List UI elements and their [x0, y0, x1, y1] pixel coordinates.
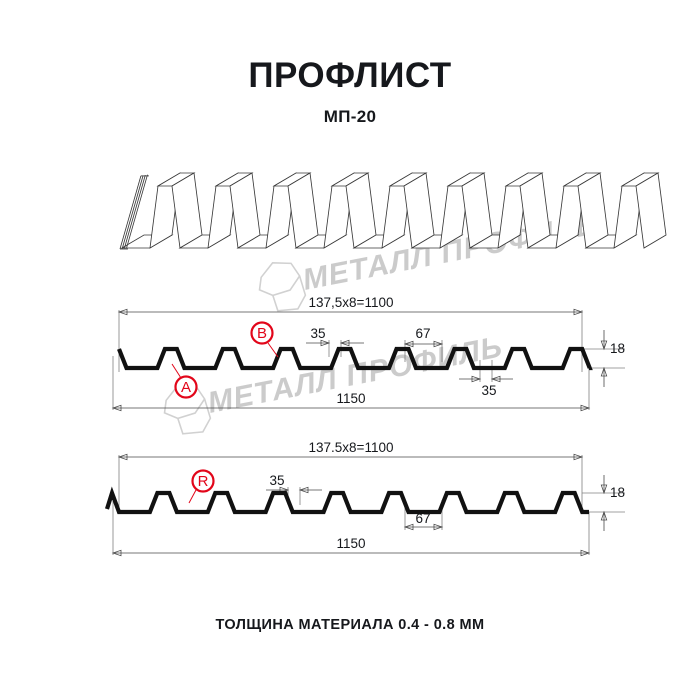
watermark-label-2: МЕТАЛЛ ПРОФИЛЬ [205, 330, 505, 420]
dim2-valley-67: 67 [403, 500, 444, 531]
marker-r-ring [191, 469, 215, 493]
dim-crest-35: 35 [306, 326, 364, 357]
dim-height-18: 18 [582, 330, 625, 387]
marker-a: A [171, 363, 198, 399]
watermark-logo-icon [258, 262, 301, 297]
dim2-top-span: 137.5x8=1100 [117, 440, 584, 461]
dim-bottom-span-label: 1150 [336, 391, 365, 406]
watermark-logo-icon-2 [272, 275, 307, 312]
profile-bottom-drawing: 137.5x8=1100 1150 35 67 [104, 440, 625, 557]
profile-bottom-path [104, 486, 589, 515]
marker-a-ring [174, 375, 198, 399]
dim-crest-35-lower: 35 [459, 360, 513, 398]
dim-crest-35-label: 35 [310, 326, 325, 341]
page-header: ПРОФЛИСТ МП-20 [0, 0, 700, 127]
marker-b: B [250, 321, 279, 358]
dim-top-span: 137,5x8=1100 [117, 295, 584, 316]
material-thickness-note: ТОЛЩИНА МАТЕРИАЛА 0.4 - 0.8 ММ [215, 617, 485, 633]
dim2-crest-35-label: 35 [269, 473, 284, 488]
isometric-sheet-view [119, 172, 667, 250]
marker-b-ring [250, 321, 274, 345]
marker-r-label: R [198, 473, 209, 490]
dim2-top-span-label: 137.5x8=1100 [309, 440, 394, 455]
dim2-height-18-label: 18 [610, 485, 625, 500]
watermark-profile-top: МЕТАЛЛ ПРОФИЛЬ [163, 330, 505, 435]
dim2-bottom-span: 1150 [111, 536, 591, 557]
marker-b-label: B [257, 325, 267, 342]
dim2-valley-67-label: 67 [415, 511, 430, 526]
dim-top-span-label: 137,5x8=1100 [309, 295, 394, 310]
dim-bottom-span: 1150 [111, 391, 591, 412]
dim-valley-67-label: 67 [415, 326, 430, 341]
dim2-height-18: 18 [582, 475, 625, 531]
profile-top-path [117, 346, 593, 371]
marker-a-label: A [181, 379, 191, 396]
dim-crest-35-lower-label: 35 [481, 383, 496, 398]
dim-valley-67: 67 [403, 326, 444, 362]
watermark-logo-icon-4 [177, 398, 212, 435]
page-subtitle: МП-20 [323, 106, 377, 126]
dim2-bottom-span-label: 1150 [336, 536, 365, 551]
profile-top-drawing: 137,5x8=1100 1150 35 67 [111, 295, 625, 412]
dim-height-18-label: 18 [610, 341, 625, 356]
dim2-crest-35: 35 [266, 473, 322, 505]
marker-r: R [188, 469, 215, 504]
page-title: ПРОФЛИСТ [248, 56, 452, 95]
